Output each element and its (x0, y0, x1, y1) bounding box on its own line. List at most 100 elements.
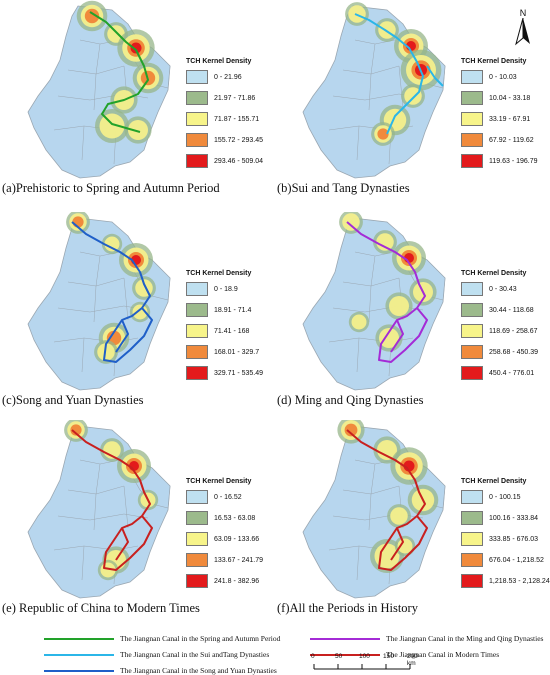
canal-legend-line (44, 637, 114, 640)
admin-boundary (53, 545, 139, 551)
density-hotspot (119, 243, 153, 277)
admin-boundary (95, 255, 101, 287)
legend-row: 71.41 - 168 (186, 323, 274, 339)
legend-row: 67.92 - 119.62 (461, 132, 549, 148)
density-hotspot (375, 18, 399, 42)
density-hotspot (392, 241, 426, 275)
density-hotspot (64, 420, 88, 442)
legend-swatch (186, 574, 208, 588)
admin-boundary (81, 545, 85, 581)
density-hotspot (129, 301, 151, 323)
admin-boundary (95, 463, 101, 495)
legend-title: TCH Kernel Density (461, 58, 527, 65)
legend-swatch (186, 345, 208, 359)
canal-legend-line (310, 637, 380, 640)
canal-legend-item: The Jiangnan Canal in the Ming and Qing … (310, 634, 543, 643)
legend-row: 168.01 - 329.7 (186, 344, 274, 360)
legend-row: 293.46 - 509.04 (186, 153, 274, 169)
admin-boundary (93, 285, 97, 323)
legend-label: 0 - 21.96 (214, 73, 242, 81)
legend-label: 258.68 - 450.39 (489, 348, 539, 356)
legend-swatch (461, 154, 483, 168)
region-outline (27, 217, 171, 391)
density-hotspot (401, 84, 425, 108)
legend-label: 18.91 - 71.4 (214, 306, 252, 314)
panel-caption: (c)Song and Yuan Dynasties (2, 393, 144, 407)
canal-route (346, 429, 428, 571)
legend-swatch (461, 574, 483, 588)
legend-swatch (461, 553, 483, 567)
north-label: N (519, 8, 527, 18)
scale-tick-label: 200 km (407, 653, 418, 667)
legend-swatch (461, 282, 483, 296)
admin-boundary (57, 513, 149, 521)
canal-route (71, 221, 153, 363)
legend-row: 119.63 - 196.79 (461, 153, 549, 169)
admin-boundary (368, 493, 372, 531)
legend-label: 16.53 - 63.08 (214, 514, 256, 522)
legend-row: 0 - 21.96 (186, 69, 274, 85)
legend-label: 0 - 30.43 (489, 285, 517, 293)
legend-label: 71.41 - 168 (214, 327, 250, 335)
canal-legend-label: The Jiangnan Canal in the Sui andTang Dy… (120, 650, 270, 659)
canal-legend-line (310, 653, 380, 656)
legend-row: 258.68 - 450.39 (461, 344, 549, 360)
panel-caption: (e) Republic of China to Modern Times (2, 601, 200, 615)
map-b (302, 2, 446, 179)
legend-row: 676.04 - 1,218.52 (461, 552, 549, 568)
north-arrow: N (510, 8, 536, 48)
legend-label: 119.63 - 196.79 (489, 157, 538, 165)
legend-label: 33.19 - 67.91 (489, 115, 531, 123)
legend-swatch (461, 133, 483, 147)
legend-label: 1,218.53 - 2,128.24 (489, 577, 550, 585)
legend-label: 293.46 - 509.04 (214, 157, 264, 165)
density-hotspot (348, 311, 370, 333)
legend-swatch (186, 133, 208, 147)
legend-row: 155.72 - 293.45 (186, 132, 274, 148)
legend-title: TCH Kernel Density (461, 478, 527, 485)
legend-row: 10.04 - 33.18 (461, 90, 549, 106)
density-hotspot (76, 0, 108, 32)
legend-title: TCH Kernel Density (186, 270, 252, 277)
density-hotspot (124, 116, 152, 144)
density-hotspot (95, 109, 129, 143)
scale-tick-label: 50 (335, 653, 343, 660)
legend-label: 676.04 - 1,218.52 (489, 556, 544, 564)
legend-label: 71.87 - 155.71 (214, 115, 260, 123)
canal-legend-label: The Jiangnan Canal in the Spring and Aut… (120, 634, 281, 643)
density-hotspot (394, 535, 416, 557)
panel-c: TCH Kernel Density 0 - 18.9 18.91 - 71.4 71… (0, 212, 275, 427)
legend-row: 33.19 - 67.91 (461, 111, 549, 127)
density-hotspot (117, 449, 151, 483)
north-arrow-icon (515, 17, 530, 46)
legend-swatch (461, 511, 483, 525)
legend-label: 168.01 - 329.7 (214, 348, 260, 356)
density-legend: TCH Kernel Density 0 - 10.03 10.04 - 33.18… (461, 58, 549, 174)
legend-swatch (186, 532, 208, 546)
legend-label: 30.44 - 118.68 (489, 306, 534, 314)
legend-swatch (186, 154, 208, 168)
density-hotspot (375, 324, 403, 352)
legend-row: 21.97 - 71.86 (186, 90, 274, 106)
legend-swatch (186, 511, 208, 525)
legend-title: TCH Kernel Density (186, 58, 252, 65)
density-hotspot (132, 276, 156, 300)
legend-swatch (186, 70, 208, 84)
legend-title: TCH Kernel Density (186, 478, 252, 485)
legend-row: 118.69 - 258.67 (461, 323, 549, 339)
canal-legend-label: The Jiangnan Canal in the Ming and Qing … (386, 634, 544, 643)
density-hotspot (373, 230, 397, 254)
legend-row: 16.53 - 63.08 (186, 510, 274, 526)
legend-row: 30.44 - 118.68 (461, 302, 549, 318)
panel-e: TCH Kernel Density 0 - 16.52 16.53 - 63.08… (0, 420, 275, 635)
legend-swatch (186, 490, 208, 504)
density-legend: TCH Kernel Density 0 - 18.9 18.91 - 71.4 71… (186, 270, 274, 386)
legend-swatch (186, 91, 208, 105)
density-hotspot (339, 212, 363, 234)
legend-label: 333.85 - 676.03 (489, 535, 539, 543)
legend-swatch (461, 490, 483, 504)
legend-title: TCH Kernel Density (461, 270, 527, 277)
legend-swatch (186, 303, 208, 317)
legend-label: 450.4 - 776.01 (489, 369, 535, 377)
legend-swatch (461, 112, 483, 126)
